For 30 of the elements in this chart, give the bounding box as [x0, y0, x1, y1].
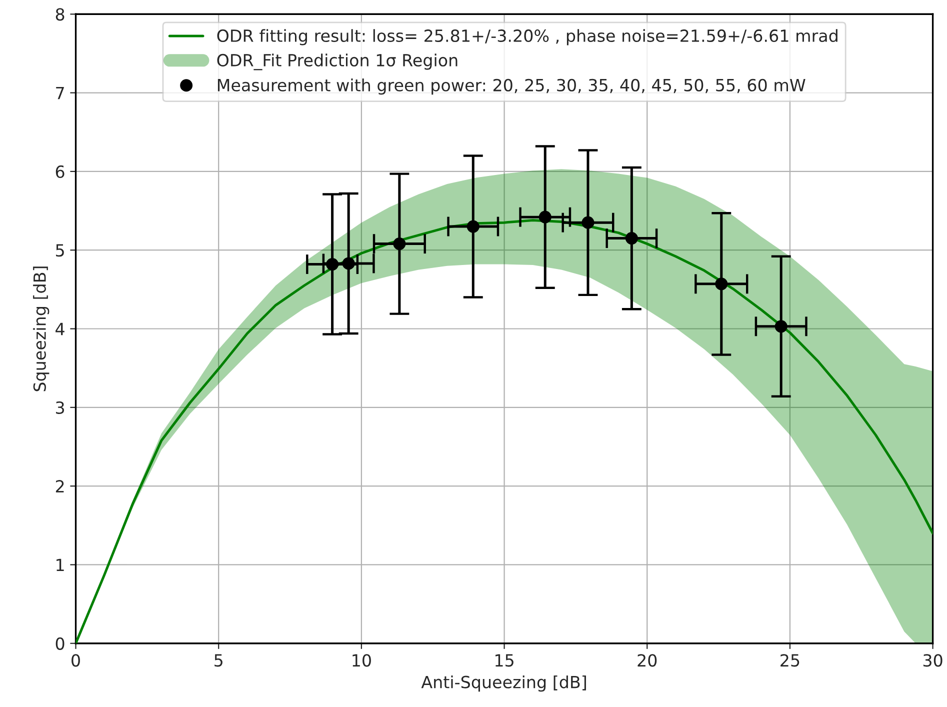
y-tick-label: 6: [56, 165, 64, 178]
y-tick-label: 2: [56, 480, 64, 492]
point: [326, 258, 339, 271]
y-tick-label: 3: [56, 401, 64, 414]
y-tick-label: 0: [56, 637, 64, 650]
point: [342, 257, 355, 270]
legend-label: ODR fitting result: loss= 25.81+/-3.20% , phase noise=21.59+/-6.61 mrad: [217, 29, 838, 46]
x-tick-label: 20: [638, 654, 657, 667]
x-tick-label: 10: [352, 654, 371, 667]
point: [466, 220, 480, 233]
point: [393, 238, 406, 250]
point: [538, 210, 552, 224]
point: [582, 216, 594, 229]
x-axis-title: Anti-Squeezing [dB]: [421, 675, 586, 692]
x-tick-label: 0: [72, 654, 80, 667]
x-tick-label: 25: [780, 654, 800, 667]
point: [774, 320, 788, 333]
annotation: ODR_Fit Prediction 1σ Region: [217, 54, 458, 70]
x-tick-label: 15: [496, 654, 514, 667]
y-tick-label: 5: [56, 244, 64, 257]
y-tick-label: 7: [56, 86, 64, 100]
x-tick-label: 30: [923, 654, 942, 667]
point: [625, 232, 638, 245]
legend-label: Measurement with green power: 20, 25, 30, 35, 40, 45, 50, 55, 60 mW: [218, 78, 806, 95]
y-axis-title: Squeezing [dB]: [33, 266, 50, 392]
point: [715, 278, 728, 290]
y-tick-label: 1: [56, 558, 64, 572]
x-tick-label: 5: [214, 654, 222, 667]
y-tick-label: 8: [56, 8, 64, 21]
y-tick-label: 4: [56, 322, 64, 336]
